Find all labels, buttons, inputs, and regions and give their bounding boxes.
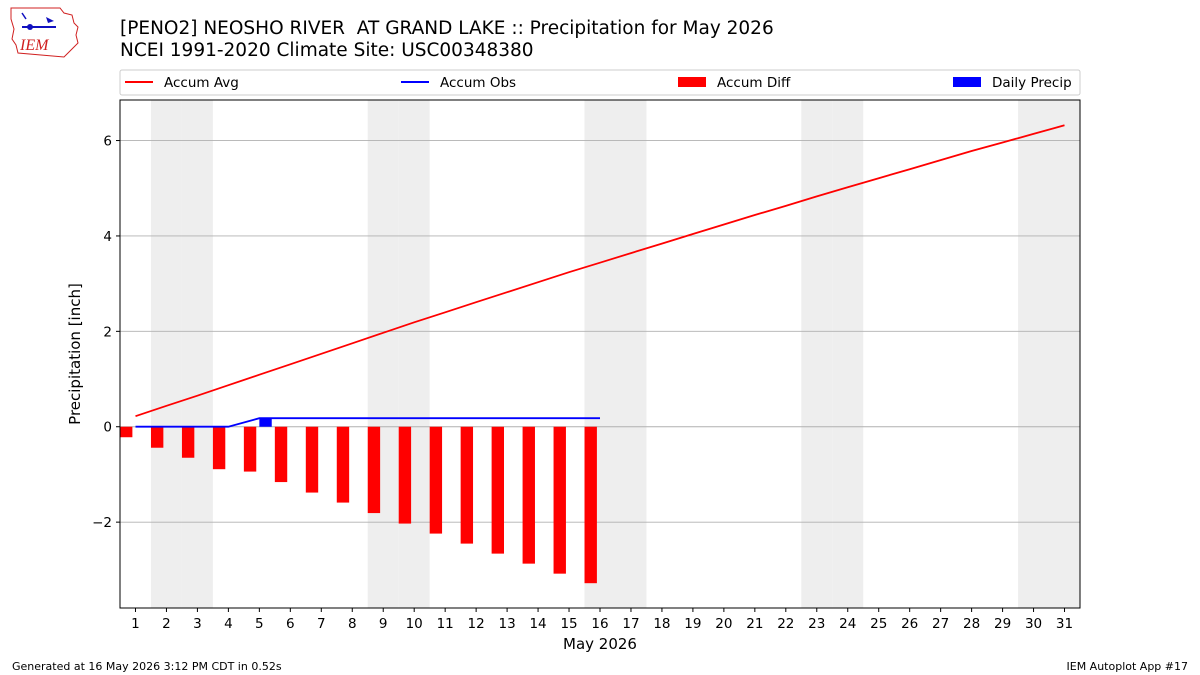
y-tick-label: −2 [92, 515, 112, 531]
y-tick-label: 6 [103, 134, 112, 150]
x-tick-label: 30 [1025, 616, 1042, 632]
x-tick-label: 21 [746, 616, 763, 632]
weekend-band [801, 100, 833, 608]
accum-diff-bar [367, 426, 381, 514]
x-tick-label: 5 [255, 616, 264, 632]
accum-diff-bar [181, 426, 195, 458]
legend-swatch [678, 77, 706, 87]
weekend-bands [150, 100, 1080, 608]
y-axis-ticks: −2 0 2 4 6 [92, 134, 120, 531]
accum-diff-bar [274, 426, 288, 483]
chart-subtitle: NCEI 1991-2020 Climate Site: USC00348380 [120, 40, 534, 61]
y-axis-label: Precipitation [inch] [66, 283, 84, 425]
legend-label: Accum Avg [164, 75, 239, 91]
y-tick-label: 4 [103, 229, 112, 245]
accum-diff-bar [522, 426, 535, 564]
legend-label: Daily Precip [992, 75, 1072, 91]
iem-logo: IEM [10, 7, 79, 58]
x-tick-label: 1 [131, 616, 140, 632]
x-tick-label: 10 [406, 616, 423, 632]
x-tick-label: 20 [715, 616, 732, 632]
weekend-band [398, 100, 430, 608]
y-tick-label: 0 [103, 420, 112, 436]
accum-diff-bar [212, 426, 226, 470]
logo-text: IEM [19, 37, 50, 54]
accum-diff-bar [336, 426, 350, 503]
weekend-band [832, 100, 864, 608]
x-tick-label: 29 [994, 616, 1011, 632]
x-tick-label: 24 [839, 616, 856, 632]
legend: Accum Avg Accum Obs Accum Diff Daily Precip [119, 69, 1081, 96]
x-tick-label: 13 [499, 616, 516, 632]
accum-diff-bar [398, 426, 412, 524]
x-tick-label: 31 [1056, 616, 1073, 632]
x-tick-label: 12 [468, 616, 485, 632]
accum-diff-bar [150, 426, 164, 448]
weekend-band [367, 100, 399, 608]
x-tick-label: 18 [653, 616, 670, 632]
x-tick-label: 8 [348, 616, 357, 632]
x-tick-label: 7 [317, 616, 326, 632]
y-tick-label: 2 [103, 324, 112, 340]
legend-label: Accum Obs [440, 75, 516, 91]
accum-diff-bar [460, 426, 474, 544]
legend-label: Accum Diff [717, 75, 791, 91]
x-tick-label: 25 [870, 616, 887, 632]
x-tick-label: 28 [963, 616, 980, 632]
x-axis-ticks: 1 2 3 4 5 6 7 8 9 10 11 12 13 14 15 16 17 18 19 20 21 22 23 24 2… [131, 608, 1073, 632]
accum-diff-bar [243, 426, 257, 472]
daily-precip-bar [259, 418, 272, 427]
x-tick-label: 26 [901, 616, 918, 632]
accum-diff-bar [429, 426, 443, 534]
accum-diff-bar [584, 426, 597, 584]
weekend-band [615, 100, 647, 608]
x-tick-label: 4 [224, 616, 233, 632]
generated-timestamp: Generated at 16 May 2026 3:12 PM CDT in … [12, 660, 282, 673]
accum-diff-bar [305, 426, 319, 493]
x-tick-label: 19 [684, 616, 701, 632]
accum-diff-bar [491, 426, 504, 554]
x-tick-label: 23 [808, 616, 825, 632]
x-tick-label: 2 [162, 616, 171, 632]
x-tick-label: 14 [529, 616, 546, 632]
weekend-band [1018, 100, 1050, 608]
accum-diff-bar [553, 426, 566, 574]
accum-diff-bar [120, 426, 133, 438]
x-tick-label: 15 [560, 616, 577, 632]
x-axis-label: May 2026 [563, 635, 637, 653]
weekend-band [1049, 100, 1080, 608]
bar-marks [120, 418, 597, 584]
accum-obs-line [135, 417, 600, 428]
chart-title: [PENO2] NEOSHO RIVER AT GRAND LAKE :: Pr… [120, 18, 774, 39]
x-tick-label: 6 [286, 616, 295, 632]
x-tick-label: 27 [932, 616, 949, 632]
weekend-band [150, 100, 182, 608]
x-tick-label: 22 [777, 616, 794, 632]
legend-box [119, 69, 1081, 96]
legend-swatch [953, 77, 981, 87]
x-tick-label: 16 [591, 616, 608, 632]
weekend-band [181, 100, 213, 608]
accum-avg-line [135, 124, 1065, 418]
line-marks [135, 124, 1065, 428]
x-tick-label: 9 [379, 616, 388, 632]
x-tick-label: 17 [622, 616, 639, 632]
x-tick-label: 11 [437, 616, 454, 632]
x-tick-label: 3 [193, 616, 202, 632]
app-credit: IEM Autoplot App #17 [1066, 660, 1189, 673]
